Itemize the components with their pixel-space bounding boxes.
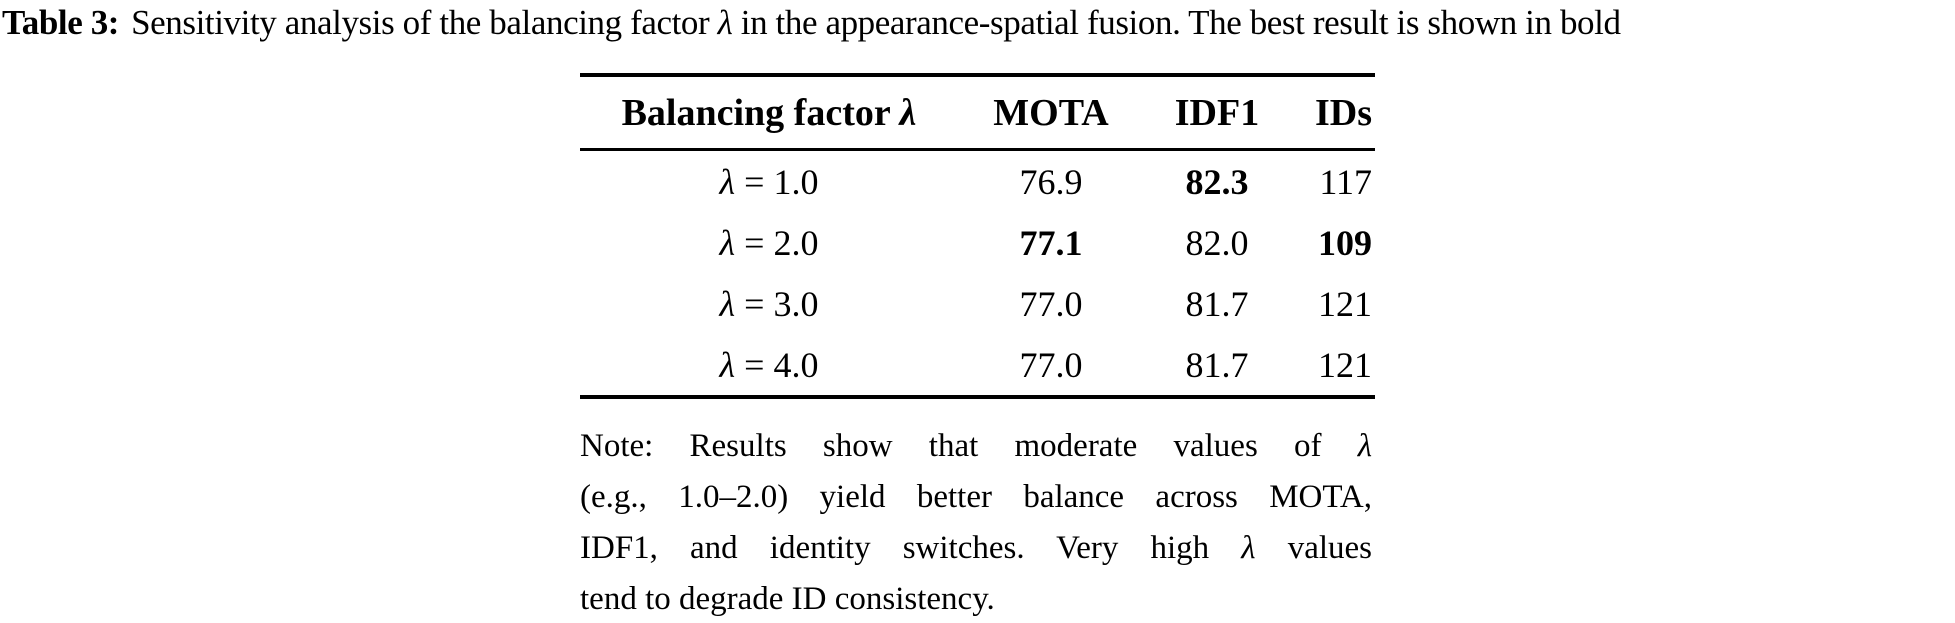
- cell-ids-best: 109: [1318, 222, 1372, 263]
- sensitivity-table-wrap: Balancing factor λ MOTA IDF1 IDs λ = 1.0…: [580, 73, 1375, 399]
- cell-idf1: 81.7: [1185, 344, 1249, 385]
- table-note: Note: Results show that moderate values …: [580, 421, 1372, 623]
- cell-idf1: 81.7: [1185, 283, 1249, 324]
- sensitivity-table: Balancing factor λ MOTA IDF1 IDs λ = 1.0…: [580, 73, 1375, 399]
- column-header-mota: MOTA: [958, 75, 1144, 151]
- cell-ids: 121: [1318, 283, 1372, 324]
- table-caption-text: Sensitivity analysis of the balancing fa…: [131, 3, 1621, 42]
- table-row: λ = 1.0 76.9 82.3 117: [580, 150, 1375, 213]
- cell-factor: λ = 4.0: [719, 344, 819, 385]
- column-header-idf1: IDF1: [1144, 75, 1290, 151]
- table-row: λ = 4.0 77.0 81.7 121: [580, 334, 1375, 397]
- cell-mota: 77.0: [1019, 283, 1083, 324]
- cell-factor: λ = 1.0: [719, 161, 819, 202]
- note-line: IDF1, and identity switches. Very high λ…: [580, 530, 1373, 566]
- cell-mota-best: 77.1: [1019, 222, 1083, 263]
- cell-mota: 76.9: [1019, 161, 1083, 202]
- table-caption-label: Table 3:: [2, 3, 120, 42]
- column-header-ids: IDs: [1290, 75, 1375, 151]
- table-row: λ = 2.0 77.1 82.0 109: [580, 212, 1375, 273]
- note-line: tend to degrade ID consistency.: [580, 581, 995, 617]
- cell-idf1-best: 82.3: [1185, 161, 1249, 202]
- table-caption: Table 3: Sensitivity analysis of the bala…: [2, 3, 1621, 43]
- cell-factor: λ = 2.0: [719, 222, 819, 263]
- cell-ids: 121: [1318, 344, 1372, 385]
- table-row: λ = 3.0 77.0 81.7 121: [580, 273, 1375, 334]
- cell-idf1: 82.0: [1185, 222, 1249, 263]
- note-line: Note: Results show that moderate values …: [580, 428, 1372, 464]
- table-header-row: Balancing factor λ MOTA IDF1 IDs: [580, 75, 1375, 151]
- cell-ids: 117: [1319, 161, 1372, 202]
- column-header-balancing-factor: Balancing factor λ: [580, 75, 958, 151]
- cell-factor: λ = 3.0: [719, 283, 819, 324]
- cell-mota: 77.0: [1019, 344, 1083, 385]
- note-line: (e.g., 1.0–2.0) yield better balance acr…: [580, 479, 1372, 515]
